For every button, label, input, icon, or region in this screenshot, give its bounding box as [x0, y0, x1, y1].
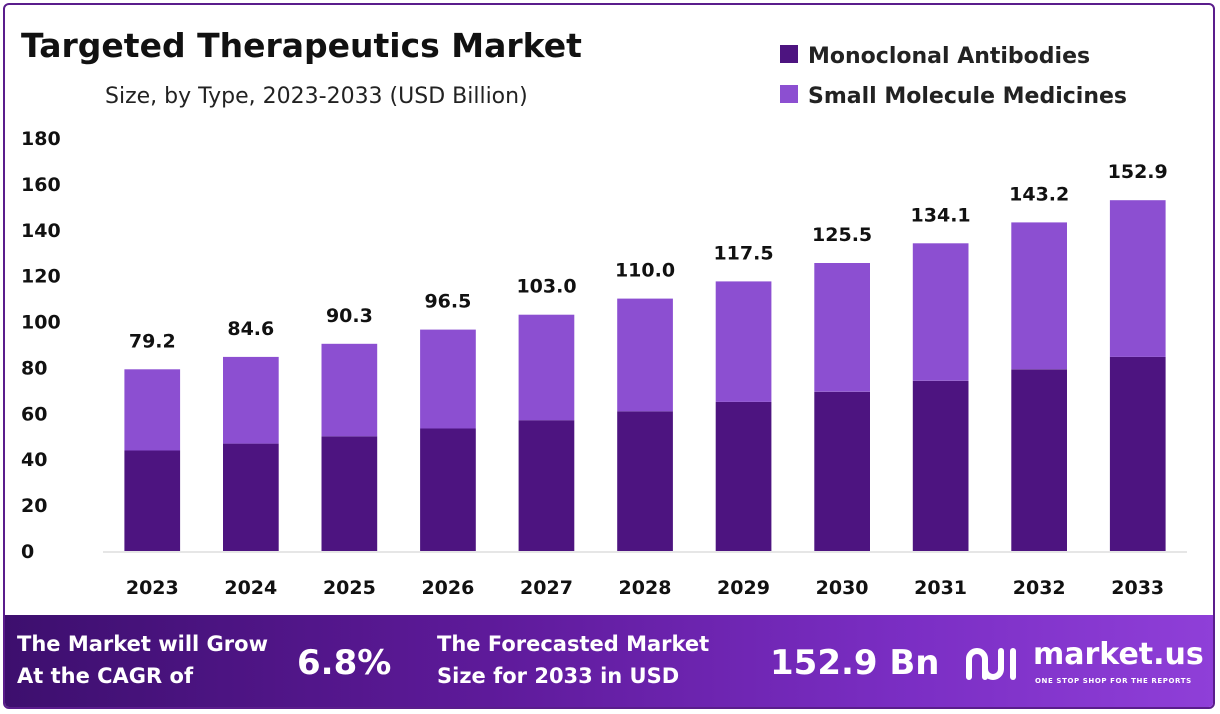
bar-small-molecule-medicines-2029 [715, 281, 772, 402]
x-tick-label-2033: 2033 [1111, 577, 1164, 599]
bar-small-molecule-medicines-2026 [420, 329, 476, 429]
y-tick-label-100: 100 [21, 312, 61, 334]
data-label-total-2026: 96.5 [424, 291, 471, 313]
data-labels: 79.2 84.6 90.3 96.5 103.0 110.0 117.5 125.5 134.… [129, 161, 1168, 352]
bar-monoclonal-antibodies-2027 [518, 420, 575, 551]
bar-monoclonal-antibodies-2033 [1109, 356, 1166, 551]
bar-small-molecule-medicines-2028 [617, 298, 673, 412]
bar-monoclonal-antibodies-2023 [124, 450, 181, 551]
chart: Targeted Therapeutics Market Size, by Ty… [21, 26, 1187, 599]
brand-tagline: ONE STOP SHOP FOR THE REPORTS [1035, 677, 1192, 685]
data-label-total-2032: 143.2 [1009, 183, 1069, 205]
bar-monoclonal-antibodies-2029 [715, 401, 772, 551]
bar-small-molecule-medicines-2024 [223, 356, 279, 444]
bar-small-molecule-medicines-2033 [1109, 200, 1166, 357]
cagr-caption-line1: The Market will Grow [17, 632, 268, 656]
y-tick-label-60: 60 [21, 403, 47, 425]
legend-label-small-molecule-medicines: Small Molecule Medicines [808, 84, 1127, 109]
footer-banner: The Market will Grow At the CAGR of 6.8%… [5, 615, 1213, 707]
data-label-total-2033: 152.9 [1108, 161, 1168, 183]
legend-label-monoclonal-antibodies: Monoclonal Antibodies [808, 44, 1090, 69]
bar-small-molecule-medicines-2023 [124, 369, 181, 451]
bar-monoclonal-antibodies-2031 [912, 380, 969, 551]
legend-swatch-monoclonal-antibodies [780, 45, 798, 63]
x-tick-label-2032: 2032 [1013, 577, 1066, 599]
data-label-total-2023: 79.2 [129, 330, 176, 352]
data-label-total-2028: 110.0 [615, 260, 675, 282]
cagr-value: 6.8% [297, 643, 392, 683]
cagr-caption-line2: At the CAGR of [17, 664, 194, 688]
y-tick-label-140: 140 [21, 220, 61, 242]
data-label-total-2031: 134.1 [911, 204, 971, 226]
bar-small-molecule-medicines-2027 [518, 314, 575, 421]
chart-title: Targeted Therapeutics Market [21, 26, 582, 65]
bar-monoclonal-antibodies-2025 [321, 436, 378, 551]
x-tick-label-2030: 2030 [816, 577, 869, 599]
y-tick-label-180: 180 [21, 128, 61, 150]
x-tick-label-2025: 2025 [323, 577, 376, 599]
bar-monoclonal-antibodies-2030 [814, 391, 870, 551]
x-axis: 2023 2024 2025 2026 2027 2028 2029 2030 2031 2032… [103, 551, 1187, 599]
bar-monoclonal-antibodies-2024 [223, 443, 279, 551]
x-tick-label-2024: 2024 [224, 577, 277, 599]
bar-small-molecule-medicines-2030 [814, 263, 870, 392]
y-axis: 0 20 40 60 80 100 120 140 160 180 [21, 128, 61, 563]
x-tick-label-2026: 2026 [421, 577, 474, 599]
y-tick-label-160: 160 [21, 174, 61, 196]
bar-monoclonal-antibodies-2032 [1011, 369, 1067, 551]
chart-subtitle: Size, by Type, 2023-2033 (USD Billion) [105, 84, 528, 109]
x-tick-label-2028: 2028 [619, 577, 672, 599]
y-tick-label-80: 80 [21, 357, 47, 379]
data-label-total-2024: 84.6 [227, 318, 274, 340]
x-tick-label-2027: 2027 [520, 577, 573, 599]
legend-swatch-small-molecule-medicines [780, 85, 798, 103]
y-tick-label-120: 120 [21, 266, 61, 288]
brand-name: market.us [1033, 637, 1204, 672]
forecast-caption-line2: Size for 2033 in USD [437, 664, 680, 688]
data-label-total-2027: 103.0 [516, 276, 576, 298]
y-tick-label-20: 20 [21, 495, 47, 517]
x-tick-label-2023: 2023 [126, 577, 179, 599]
data-label-total-2029: 117.5 [713, 242, 773, 264]
bar-monoclonal-antibodies-2026 [420, 428, 476, 551]
forecast-caption-line1: The Forecasted Market [437, 632, 710, 656]
bar-small-molecule-medicines-2025 [321, 343, 378, 437]
bar-small-molecule-medicines-2032 [1011, 222, 1067, 370]
bar-small-molecule-medicines-2031 [912, 243, 969, 381]
data-label-total-2025: 90.3 [326, 305, 373, 327]
bars [124, 200, 1166, 551]
data-label-total-2030: 125.5 [812, 224, 872, 246]
forecast-value: 152.9 Bn [770, 643, 940, 683]
y-tick-label-40: 40 [21, 449, 47, 471]
x-tick-label-2031: 2031 [914, 577, 967, 599]
market-us-logo-icon [966, 648, 1016, 680]
bar-monoclonal-antibodies-2028 [617, 411, 673, 551]
chart-frame: Targeted Therapeutics Market Size, by Ty… [3, 3, 1215, 709]
y-tick-label-0: 0 [21, 541, 34, 563]
x-tick-label-2029: 2029 [717, 577, 770, 599]
